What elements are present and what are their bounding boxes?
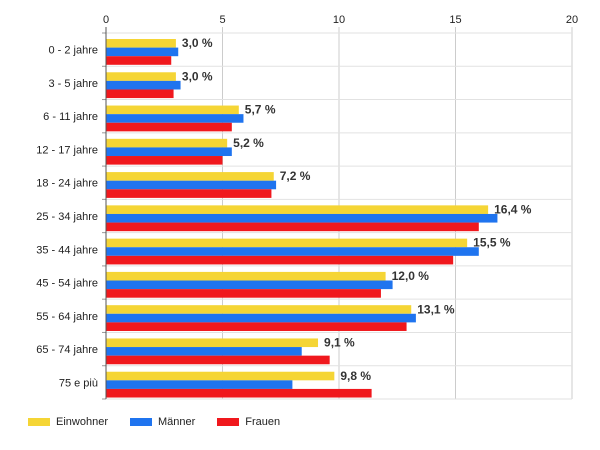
bar-mnner-1 <box>106 80 181 90</box>
legend-swatch-maenner <box>129 418 152 426</box>
category-label: 45 - 54 jahre <box>36 278 98 290</box>
bar-einwohner-8 <box>106 305 412 314</box>
bars <box>106 39 498 398</box>
category-label: 65 - 74 jahre <box>36 344 98 356</box>
category-label: 55 - 64 jahre <box>36 311 98 323</box>
bar-einwohner-4 <box>106 172 274 181</box>
data-label: 9,8 % <box>340 369 371 383</box>
x-tick-label: 15 <box>449 14 461 26</box>
data-label: 15,5 % <box>473 236 511 250</box>
bar-frauen-10 <box>106 388 372 398</box>
legend-item-einwohner: Einwohner <box>28 416 108 428</box>
bar-frauen-7 <box>106 289 381 298</box>
legend-label-frauen: Frauen <box>245 416 281 428</box>
legend-swatch-frauen <box>217 418 240 426</box>
bar-einwohner-7 <box>106 271 386 281</box>
bar-einwohner-6 <box>106 238 468 248</box>
category-label: 35 - 44 jahre <box>36 244 98 256</box>
bar-frauen-0 <box>106 56 172 65</box>
category-label: 0 - 2 jahre <box>48 45 98 57</box>
data-label: 16,4 % <box>494 202 532 216</box>
x-tick-label: 5 <box>219 14 225 26</box>
x-tick-label: 20 <box>566 14 578 26</box>
data-label: 3,0 % <box>182 69 213 83</box>
chart-legend: Einwohner Männer Frauen <box>28 416 280 428</box>
bar-einwohner-5 <box>106 205 489 214</box>
data-label: 5,2 % <box>233 136 264 150</box>
legend-label-einwohner: Einwohner <box>56 416 108 428</box>
bar-frauen-9 <box>106 355 330 365</box>
bar-mnner-0 <box>106 47 179 57</box>
bar-mnner-8 <box>106 313 416 323</box>
data-label: 3,0 % <box>182 36 213 50</box>
bar-frauen-5 <box>106 222 479 232</box>
category-label: 25 - 34 jahre <box>36 211 98 223</box>
bar-mnner-4 <box>106 180 277 190</box>
bar-mnner-10 <box>106 380 293 389</box>
legend-label-maenner: Männer <box>157 416 196 428</box>
bar-mnner-6 <box>106 247 479 256</box>
bar-frauen-8 <box>106 322 407 331</box>
category-label: 75 e più <box>59 377 98 389</box>
legend-swatch-einwohner <box>28 418 50 426</box>
bar-frauen-1 <box>106 89 174 99</box>
bar-frauen-3 <box>106 156 223 165</box>
legend-item-frauen: Frauen <box>217 416 280 428</box>
x-tick-label: 10 <box>333 14 345 26</box>
bar-frauen-6 <box>106 255 454 265</box>
bar-einwohner-9 <box>106 338 319 348</box>
bar-mnner-9 <box>106 347 302 356</box>
bar-mnner-2 <box>106 114 244 123</box>
data-label: 9,1 % <box>324 336 355 350</box>
data-label: 13,1 % <box>417 302 455 316</box>
data-labels: 3,0 % 3,0 % 5,7 % 5,2 % 7,2 % 16,4 % 15,5 % 12,… <box>182 36 532 383</box>
bar-mnner-7 <box>106 280 393 290</box>
data-label: 12,0 % <box>392 269 430 283</box>
category-label: 3 - 5 jahre <box>48 78 98 90</box>
axes: 0 5 10 15 20 0 - 2 jahre 3 - 5 jahre 6 - 11 jah… <box>36 14 578 400</box>
bar-mnner-3 <box>106 147 232 157</box>
data-label: 5,7 % <box>245 103 276 117</box>
bar-einwohner-0 <box>106 39 176 48</box>
category-label: 12 - 17 jahre <box>36 144 98 156</box>
bar-frauen-4 <box>106 189 272 198</box>
bar-einwohner-3 <box>106 138 228 148</box>
bar-mnner-5 <box>106 213 498 223</box>
category-label: 6 - 11 jahre <box>43 111 98 123</box>
category-label: 18 - 24 jahre <box>36 178 98 190</box>
grid-lines <box>105 27 573 400</box>
bar-einwohner-10 <box>106 371 335 381</box>
bar-frauen-2 <box>106 122 232 132</box>
legend-item-maenner: Männer <box>129 416 196 428</box>
data-label: 7,2 % <box>280 169 311 183</box>
x-tick-label: 0 <box>103 14 109 26</box>
bar-einwohner-2 <box>106 105 239 115</box>
bar-einwohner-1 <box>106 72 176 81</box>
